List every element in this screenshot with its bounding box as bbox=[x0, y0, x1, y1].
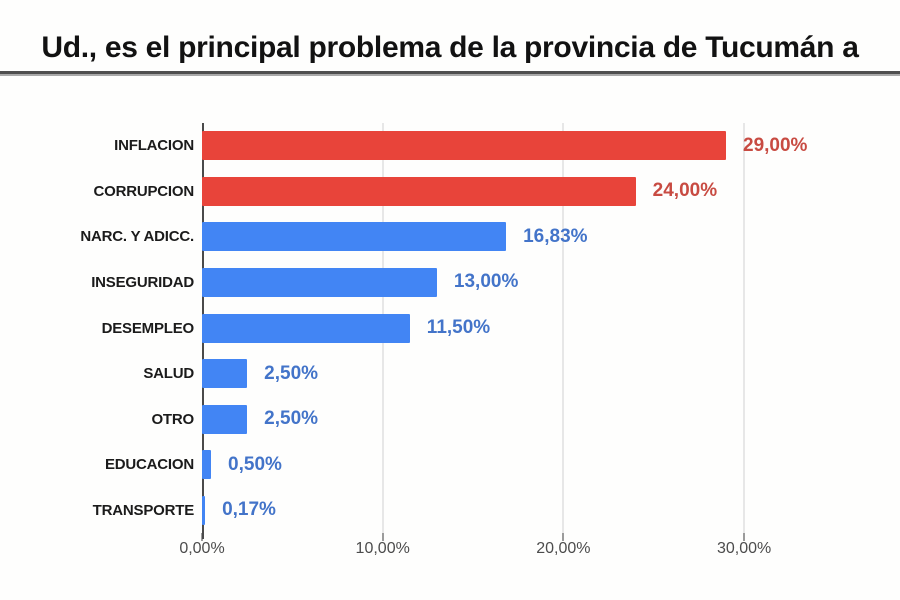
category-label: DESEMPLEO bbox=[101, 319, 195, 337]
page-title: Ud., es el principal problema de la prov… bbox=[41, 31, 859, 64]
x-tick-label: 10,00% bbox=[355, 540, 410, 557]
category-label: INFLACION bbox=[114, 137, 194, 155]
bar-otro bbox=[202, 404, 248, 434]
category-label: OTRO bbox=[151, 410, 194, 428]
table-row: SALUD 2,50% bbox=[0, 351, 900, 397]
x-tick-label: 30,00% bbox=[716, 540, 772, 557]
value-label: 24,00% bbox=[652, 180, 718, 202]
value-label: 13,00% bbox=[453, 271, 519, 293]
table-row: NARC. Y ADICC. 16,83% bbox=[0, 214, 900, 260]
category-label: TRANSPORTE bbox=[92, 501, 195, 519]
category-label: INSEGURIDAD bbox=[91, 273, 194, 291]
table-row: TRANSPORTE 0,17% bbox=[0, 488, 900, 534]
bar-chart: INFLACION 29,00% CORRUPCION 24,00% NARC. Y A… bbox=[0, 123, 900, 541]
category-label: NARC. Y ADICC. bbox=[80, 228, 194, 246]
value-label: 0,50% bbox=[228, 453, 282, 475]
table-row: DESEMPLEO 11,50% bbox=[0, 305, 900, 351]
table-row: CORRUPCION 24,00% bbox=[0, 169, 900, 215]
category-label: CORRUPCION bbox=[93, 182, 194, 200]
value-label: 0,17% bbox=[222, 499, 276, 521]
title-band: Ud., es el principal problema de la prov… bbox=[0, 26, 900, 70]
bar-narc-y-adicc bbox=[202, 222, 507, 252]
table-row: OTRO 2,50% bbox=[0, 396, 900, 442]
table-row: INFLACION 29,00% bbox=[0, 123, 900, 169]
title-divider bbox=[0, 71, 900, 76]
bar-corrupcion bbox=[202, 176, 636, 206]
gridline-20 bbox=[562, 123, 565, 533]
axis-tick-20 bbox=[562, 533, 565, 541]
value-label: 2,50% bbox=[264, 408, 319, 430]
bar-inflacion bbox=[202, 131, 727, 161]
category-label: EDUCACION bbox=[104, 456, 194, 474]
x-tick-label: 20,00% bbox=[536, 540, 591, 557]
bar-transporte bbox=[202, 495, 206, 525]
axis-tick-30 bbox=[743, 533, 746, 541]
x-axis-labels: 0,00% 10,00% 20,00% 30,00% bbox=[179, 540, 866, 564]
bar-salud bbox=[202, 359, 248, 389]
bar-educacion bbox=[202, 450, 212, 480]
bar-desempleo bbox=[202, 313, 410, 343]
table-row: INSEGURIDAD 13,00% bbox=[0, 260, 900, 306]
x-tick-label: 0,00% bbox=[179, 540, 225, 557]
bar-rows: INFLACION 29,00% CORRUPCION 24,00% NARC. Y A… bbox=[0, 123, 900, 533]
value-label: 2,50% bbox=[264, 362, 319, 384]
category-label: SALUD bbox=[143, 365, 194, 383]
gridline-30 bbox=[743, 123, 746, 533]
axis-tick-10 bbox=[381, 533, 384, 541]
table-row: EDUCACION 0,50% bbox=[0, 442, 900, 488]
value-label: 16,83% bbox=[523, 225, 588, 247]
value-label: 11,50% bbox=[426, 317, 491, 339]
value-label: 29,00% bbox=[743, 134, 808, 156]
bar-inseguridad bbox=[202, 267, 437, 297]
